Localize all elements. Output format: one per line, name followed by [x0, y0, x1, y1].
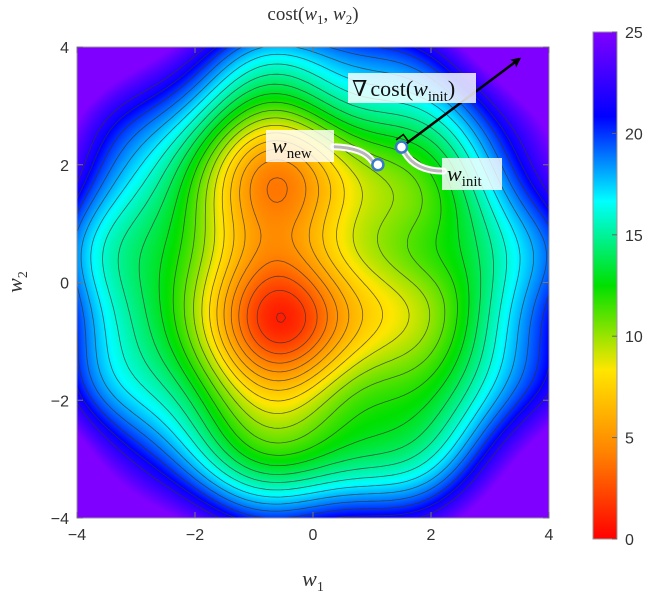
contour-lines	[77, 47, 549, 518]
contour-level-22	[77, 47, 549, 518]
contour-level-1	[276, 312, 286, 323]
x-tick-label: −2	[186, 527, 204, 544]
w-init-leader	[403, 150, 445, 173]
y-tick-label: 2	[60, 158, 69, 175]
y-tick-label: −2	[51, 393, 69, 410]
w-new-label: wnew	[272, 133, 312, 162]
x-tick-label: 0	[309, 527, 318, 544]
w-init-label: winit	[447, 161, 483, 190]
contour-level-9	[201, 125, 410, 414]
chart-title: cost(w1, w2)	[267, 4, 358, 27]
x-tick-label: 4	[545, 527, 554, 544]
w-new-point	[371, 158, 385, 172]
y-axis-label: w2	[2, 271, 31, 293]
x-tick-label: −4	[68, 527, 86, 544]
contour-level-4	[238, 177, 328, 364]
contour-level-2	[256, 290, 306, 344]
y-axis: −4 −2 0 2 4	[51, 40, 549, 528]
gradient-label-box	[348, 73, 476, 103]
w-new-leader	[332, 145, 375, 164]
x-tick-label: 2	[427, 527, 436, 544]
x-axis: −4 −2 0 2 4	[68, 47, 554, 544]
colorbar-tick-label: 10	[625, 329, 643, 346]
contour-level-21	[77, 47, 549, 518]
x-axis-label: w1	[302, 566, 324, 595]
gradient-label: ∇ cost(winit)	[352, 76, 455, 105]
colorbar	[592, 31, 618, 540]
colorbar-tick-label: 5	[625, 431, 634, 448]
contour-level-15	[117, 73, 494, 483]
y-tick-label: −4	[51, 511, 69, 528]
right-angle-marker	[395, 133, 410, 143]
heatmap-image	[77, 47, 549, 518]
colorbar-tick-label: 15	[625, 228, 643, 245]
contour-level-5	[230, 159, 338, 373]
w-init-label-box	[442, 158, 502, 190]
colorbar-ticks: 0 5 10 15 20 25	[612, 25, 643, 549]
colorbar-tick-label: 25	[625, 25, 643, 42]
annotations: ∇ cost(winit) wnew winit	[266, 57, 522, 190]
colorbar-tick-label: 0	[625, 532, 634, 549]
w-new-label-box	[266, 130, 334, 162]
contour-level-3	[246, 275, 318, 355]
colorbar-tick-label: 20	[625, 126, 643, 143]
y-tick-label: 0	[60, 276, 69, 293]
contour-level-6	[223, 148, 350, 382]
w-init-point	[394, 140, 409, 154]
contour-level-10	[193, 117, 431, 429]
y-tick-label: 4	[60, 40, 69, 57]
